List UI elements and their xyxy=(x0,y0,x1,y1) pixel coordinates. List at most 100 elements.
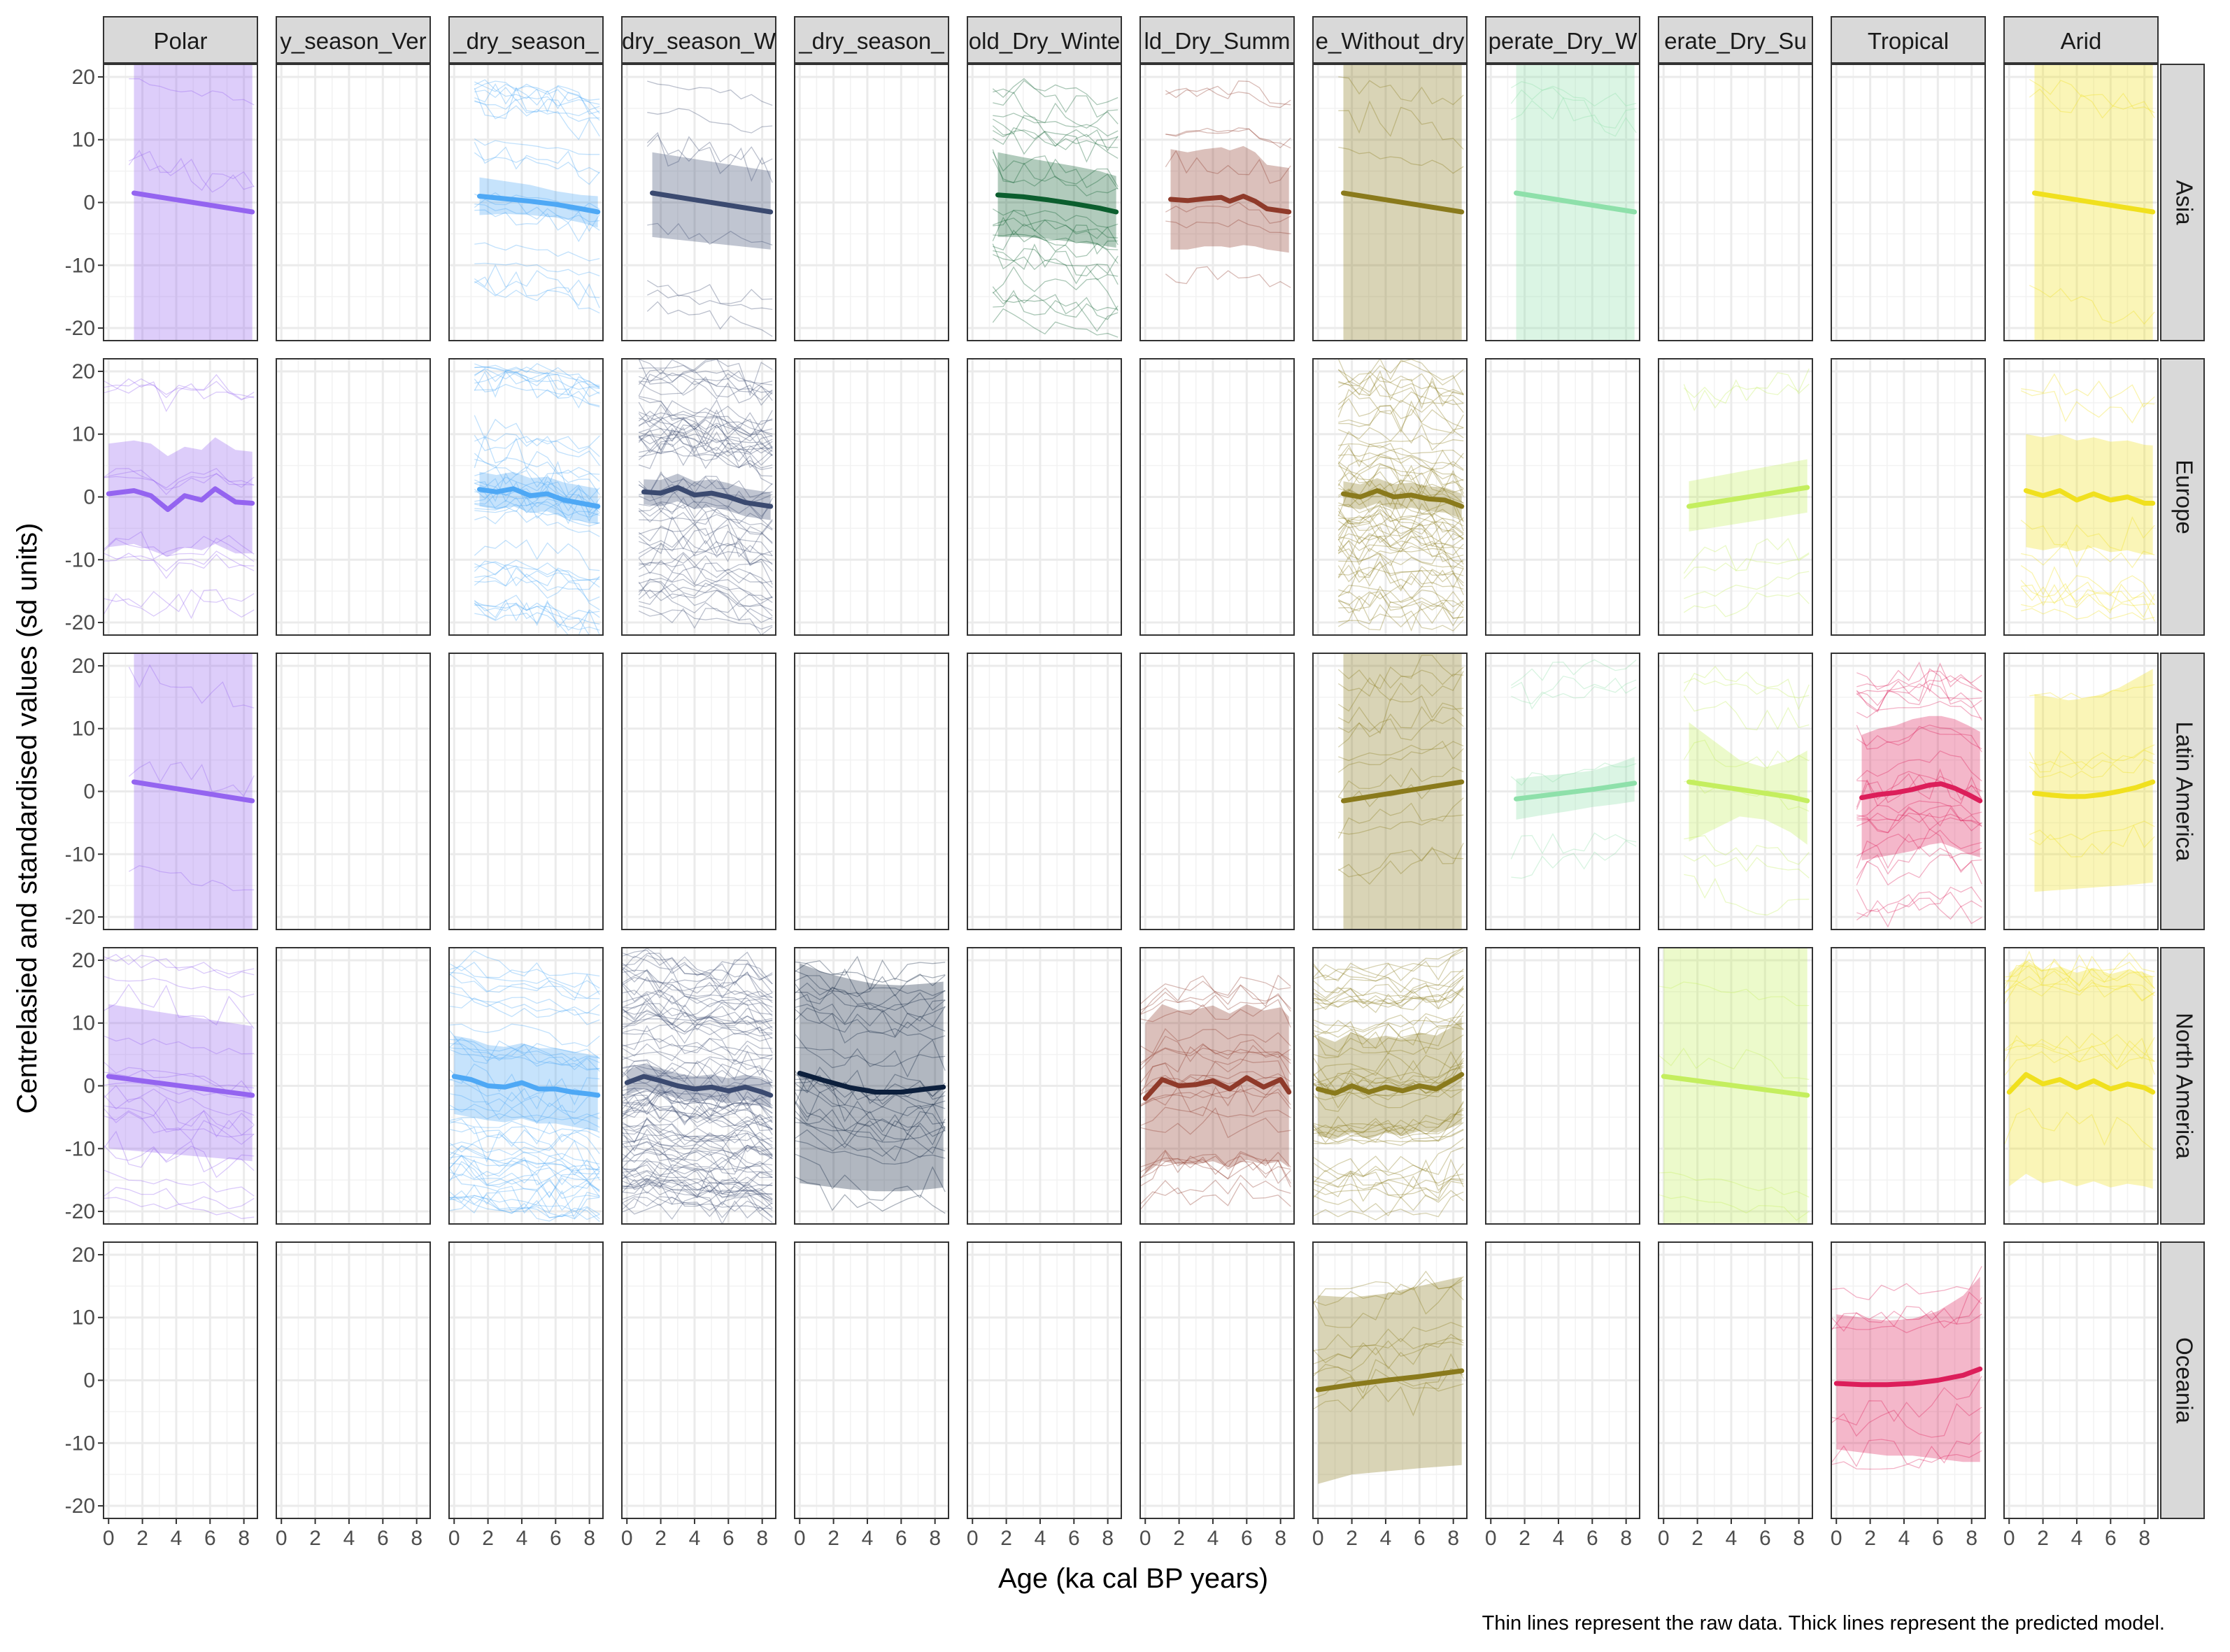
raw-data-line xyxy=(622,1090,773,1114)
column-strip-background xyxy=(1831,16,1986,64)
y-tick-label: 0 xyxy=(83,192,95,215)
raw-data-line xyxy=(474,499,600,516)
raw-data-line xyxy=(1313,1060,1464,1089)
raw-data-line xyxy=(622,1007,773,1027)
raw-data-line xyxy=(1337,513,1464,548)
raw-data-line xyxy=(1510,659,1637,686)
raw-data-line xyxy=(2004,1051,2155,1077)
raw-data-line xyxy=(622,1041,773,1065)
raw-data-line xyxy=(449,1133,600,1169)
x-tick-label: 4 xyxy=(689,1527,701,1550)
raw-data-line xyxy=(1856,829,1982,857)
raw-data-line xyxy=(2004,1107,2155,1151)
raw-data-line xyxy=(1337,375,1464,406)
raw-data-line xyxy=(1856,897,1982,928)
raw-data-line xyxy=(1338,400,1464,434)
raw-data-line xyxy=(1313,1367,1464,1400)
panel-data xyxy=(1337,653,1465,930)
facet-panel xyxy=(276,64,430,341)
x-tick-label: 0 xyxy=(103,1527,115,1550)
raw-data-line xyxy=(129,78,255,106)
y-tick-label: 20 xyxy=(72,66,95,89)
raw-data-line xyxy=(474,242,600,262)
raw-data-line xyxy=(1140,1088,1291,1107)
x-tick-label: 8 xyxy=(238,1527,250,1550)
raw-data-line xyxy=(1140,976,1291,1005)
raw-data-line xyxy=(474,262,600,277)
raw-data-line xyxy=(1337,507,1464,527)
raw-data-line xyxy=(795,970,946,997)
raw-data-line xyxy=(622,1169,773,1186)
raw-data-line xyxy=(1337,453,1464,494)
row-strip-label: Europe xyxy=(2171,460,2197,534)
raw-data-line xyxy=(474,510,600,537)
raw-data-line xyxy=(622,1143,773,1175)
model-line xyxy=(451,1074,601,1098)
raw-data-line xyxy=(638,510,773,553)
raw-data-line xyxy=(474,271,600,308)
model-line xyxy=(641,485,774,509)
row-strip-background xyxy=(2160,1241,2205,1519)
x-tick-label: 6 xyxy=(550,1527,562,1550)
panel-border xyxy=(621,947,776,1225)
model-line xyxy=(2006,1071,2156,1095)
row-strip-background xyxy=(2160,358,2205,636)
raw-data-line xyxy=(639,513,773,531)
raw-data-line xyxy=(104,1197,255,1219)
raw-data-line xyxy=(1313,974,1464,1004)
y-tick-label: 0 xyxy=(83,781,95,804)
raw-data-line xyxy=(1313,1051,1464,1076)
raw-data-line xyxy=(449,962,600,978)
raw-data-line xyxy=(622,1196,773,1224)
raw-data-line xyxy=(646,280,773,304)
facet-panel xyxy=(967,64,1121,341)
raw-data-line xyxy=(622,1174,773,1202)
x-tick-label: 8 xyxy=(2138,1527,2150,1550)
x-tick-label: 8 xyxy=(1966,1527,1977,1550)
column-strip: perate_Dry_W xyxy=(1485,16,1640,64)
raw-data-line xyxy=(795,1033,946,1078)
raw-data-line xyxy=(622,1038,773,1056)
x-tick-label: 8 xyxy=(1447,1527,1459,1550)
confidence-band xyxy=(1689,722,1808,845)
raw-data-line xyxy=(1683,739,1810,769)
raw-data-line xyxy=(2029,684,2155,700)
raw-data-line xyxy=(1856,854,1982,886)
raw-data-line xyxy=(993,243,1118,277)
raw-data-line xyxy=(622,1166,773,1187)
raw-data-line xyxy=(1313,950,1464,978)
raw-data-line xyxy=(795,990,946,1013)
confidence-band xyxy=(1516,757,1635,820)
column-strip: y_season_Ver xyxy=(276,16,431,64)
raw-data-line xyxy=(1337,457,1464,490)
raw-data-line xyxy=(1856,683,1982,711)
raw-data-line xyxy=(993,290,1118,332)
model-line xyxy=(1341,190,1465,215)
raw-data-line xyxy=(638,380,773,404)
raw-data-line xyxy=(1831,1450,1982,1470)
model-line xyxy=(1686,779,1810,804)
panel-border xyxy=(794,64,949,341)
raw-data-line xyxy=(622,1023,773,1053)
model-line xyxy=(650,190,774,215)
raw-data-line xyxy=(1338,427,1464,445)
raw-data-line xyxy=(474,599,600,635)
raw-data-line xyxy=(622,976,773,998)
raw-data-line xyxy=(1856,661,1982,693)
raw-data-line xyxy=(474,434,600,482)
x-tick-label: 0 xyxy=(794,1527,806,1550)
facet-panel xyxy=(967,653,1121,930)
y-tick-label: -20 xyxy=(65,906,95,929)
facet-panel xyxy=(1659,64,1812,341)
raw-data-line xyxy=(1140,992,1291,1016)
raw-data-line xyxy=(1338,567,1464,583)
raw-data-line xyxy=(622,1083,773,1132)
facet-panel xyxy=(1140,359,1294,635)
raw-data-line xyxy=(1313,1018,1464,1058)
facet-panel xyxy=(2004,1242,2158,1518)
raw-data-line xyxy=(2021,541,2155,569)
raw-data-line xyxy=(1313,1130,1464,1146)
x-tick-label: 8 xyxy=(1274,1527,1286,1550)
x-tick-label: 0 xyxy=(448,1527,460,1550)
column-strip: erate_Dry_Su xyxy=(1658,16,1813,64)
